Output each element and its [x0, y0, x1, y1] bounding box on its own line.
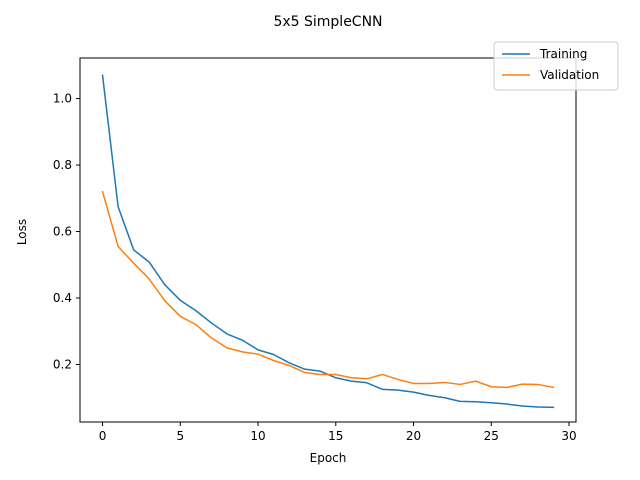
y-axis-label: Loss: [15, 219, 29, 245]
y-tick-label: 0.2: [53, 357, 72, 371]
x-tick-label: 15: [328, 429, 343, 443]
x-axis-label: Epoch: [310, 451, 347, 465]
plot-area: [80, 58, 576, 422]
x-tick-label: 0: [99, 429, 107, 443]
x-axis-ticks: 0 5 10 15 20 25 30: [99, 422, 577, 443]
legend-label-validation: Validation: [540, 68, 599, 82]
plot-frame: [79, 57, 577, 423]
series-layer: [101, 74, 555, 409]
y-tick-label: 1.0: [53, 92, 72, 106]
y-tick-label: 0.8: [53, 158, 72, 172]
y-axis-ticks: 0.2 0.4 0.6 0.8 1.0: [53, 92, 80, 371]
x-tick-label: 20: [406, 429, 421, 443]
series-line-validation: [101, 190, 555, 389]
x-tick-label: 5: [176, 429, 184, 443]
x-tick-label: 25: [484, 429, 499, 443]
x-tick-label: 10: [250, 429, 265, 443]
chart-title: 5x5 SimpleCNN: [273, 14, 382, 30]
legend: Training Validation: [493, 41, 619, 91]
y-tick-label: 0.4: [53, 291, 72, 305]
legend-label-training: Training: [539, 47, 587, 61]
y-tick-label: 0.6: [53, 225, 72, 239]
x-tick-label: 30: [561, 429, 576, 443]
